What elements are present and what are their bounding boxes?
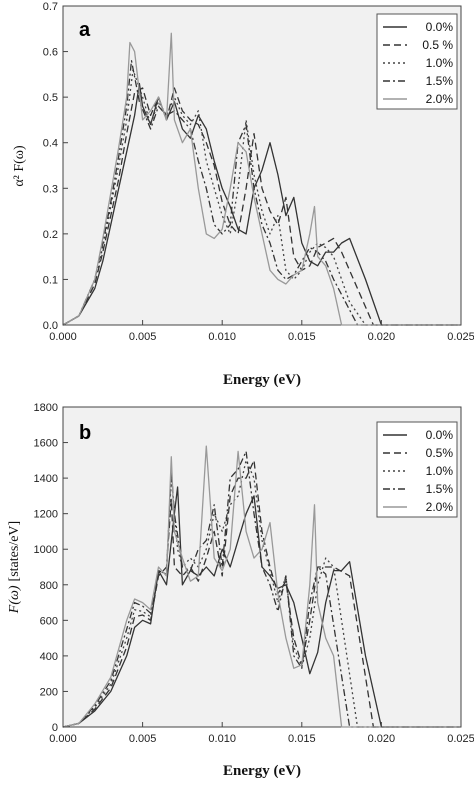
series-line-4 [62, 445, 461, 728]
panel-letter: b [79, 422, 91, 444]
y-tick-label: 0.5 [43, 92, 58, 104]
x-axis-ticks: 0.000 0.005 0.010 0.015 0.020 0.025 [49, 722, 474, 745]
series-line-3 [62, 450, 461, 728]
x-tick-label: 0.010 [208, 733, 236, 745]
x-tick-label: 0.005 [129, 331, 157, 343]
y-axis-title-main: F(ω) [7, 585, 22, 614]
series-line-4 [62, 32, 461, 326]
y-axis-title: α² F(ω) [12, 145, 27, 187]
series-line-2 [62, 69, 461, 326]
x-tick-label: 0.005 [129, 733, 157, 745]
x-tick-label: 0.020 [368, 331, 396, 343]
legend-label-2: 1.0% [426, 56, 454, 70]
legend-label-0: 0.0% [426, 428, 454, 442]
x-axis-ticks: 0.000 0.005 0.010 0.015 0.020 0.025 [49, 320, 474, 343]
y-axis-title: F(ω) [states/eV] [7, 521, 22, 614]
y-axis-ticks: 0 200 400 600 800 1000 1200 1400 1600 1800 [34, 402, 68, 734]
y-tick-label: 0.7 [43, 1, 58, 13]
y-tick-label: 0.4 [43, 138, 58, 150]
chart-panel-b: 0.000 0.005 0.010 0.015 0.020 0.025 0 200 400 60… [7, 402, 474, 779]
legend-label-3: 1.5% [426, 74, 454, 88]
legend-label-1: 0.5 % [422, 38, 453, 52]
series-line-0 [62, 486, 461, 728]
x-tick-label: 0.025 [447, 331, 474, 343]
y-tick-label: 1000 [34, 544, 58, 556]
x-tick-label: 0.020 [368, 733, 396, 745]
legend-label-3: 1.5% [426, 482, 454, 496]
y-tick-label: 0.2 [43, 229, 58, 241]
series-layer [62, 445, 461, 728]
series-layer [62, 32, 461, 326]
y-tick-label: 1400 [34, 473, 58, 485]
legend-box [376, 421, 458, 518]
x-tick-label: 0.025 [447, 733, 474, 745]
legend: 0.0% 0.5 % 1.0% 1.5% 2.0% [376, 13, 458, 110]
y-tick-label: 800 [40, 580, 58, 592]
x-tick-label: 0.010 [208, 331, 236, 343]
legend-label-0: 0.0% [426, 20, 454, 34]
y-tick-label: 400 [40, 651, 58, 663]
legend-label-2: 1.0% [426, 464, 454, 478]
y-tick-label: 1800 [34, 402, 58, 414]
y-axis-ticks: 0.0 0.1 0.2 0.3 0.4 0.5 0.6 0.7 [43, 1, 68, 332]
x-tick-label: 0.015 [288, 733, 316, 745]
x-tick-label: 0.000 [49, 733, 77, 745]
y-tick-label: 0.3 [43, 183, 58, 195]
y-tick-label: 0.0 [43, 320, 58, 332]
x-tick-label: 0.015 [288, 331, 316, 343]
legend-label-4: 2.0% [426, 500, 454, 514]
y-axis-title-unit: [states/eV] [7, 521, 22, 582]
y-tick-label: 0 [52, 722, 58, 734]
series-line-1 [62, 459, 461, 728]
series-line-0 [62, 82, 461, 326]
x-axis-title: Energy (eV) [223, 372, 301, 388]
y-tick-label: 0.6 [43, 47, 58, 59]
y-tick-label: 0.1 [43, 274, 58, 286]
y-tick-label: 600 [40, 615, 58, 627]
legend-label-1: 0.5% [426, 446, 454, 460]
legend-label-4: 2.0% [426, 92, 454, 106]
chart-panel-a: 0.000 0.005 0.010 0.015 0.020 0.025 0.0 0.1 0.2… [12, 1, 474, 388]
panel-letter: a [79, 19, 91, 41]
legend-box [376, 13, 458, 110]
y-tick-label: 200 [40, 686, 58, 698]
legend: 0.0% 0.5% 1.0% 1.5% 2.0% [376, 421, 458, 518]
y-tick-label: 1600 [34, 438, 58, 450]
x-tick-label: 0.000 [49, 331, 77, 343]
y-tick-label: 1200 [34, 509, 58, 521]
x-axis-title: Energy (eV) [223, 763, 301, 779]
